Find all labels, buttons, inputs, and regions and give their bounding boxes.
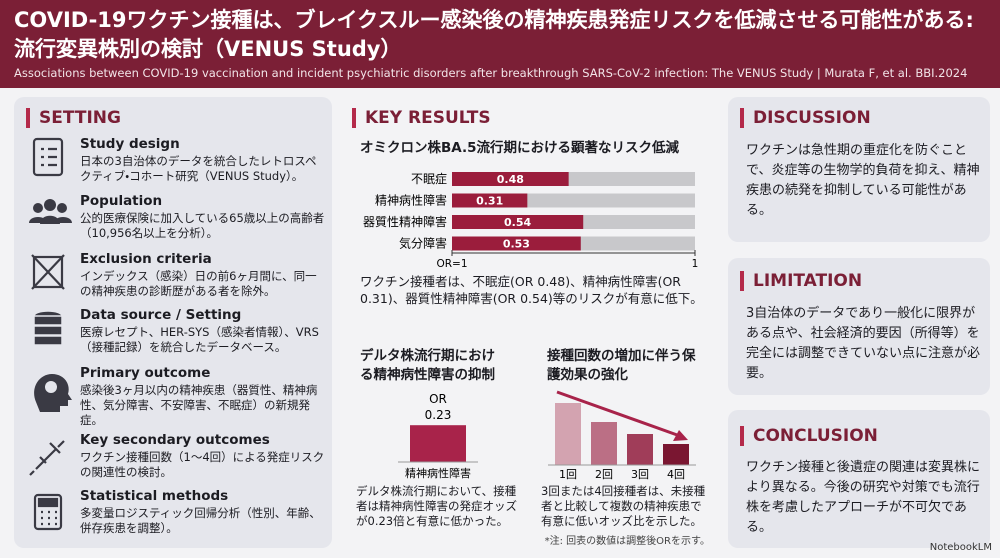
- brand: NotebookLM: [929, 542, 992, 553]
- icon-exclusion: [31, 254, 65, 290]
- category-label: 不眠症: [411, 172, 447, 186]
- chart-caption: デルタ株流行期において、接種者は精神病性障害の発症オッズが0.23倍と有意に低か…: [356, 484, 517, 528]
- title: COVID-19ワクチン接種は、ブレイクスルー感染後の精神疾患発症リスクを低減さ…: [14, 8, 974, 61]
- item-text: インデックス（感染）日の前6ヶ月間に、同一の精神疾患の診断歴がある者を除外。: [80, 269, 317, 298]
- item-title: Population: [80, 193, 163, 209]
- category-label: 器質性精神障害: [363, 214, 447, 229]
- item-title: Statistical methods: [80, 488, 229, 504]
- bar: [452, 215, 584, 229]
- category-label: 4回: [667, 468, 685, 481]
- section-heading: CONCLUSION: [740, 426, 878, 446]
- bar: [452, 236, 581, 251]
- item-title: Exclusion criteria: [80, 251, 212, 267]
- subtitle: Associations between COVID-19 vaccinatio…: [14, 66, 968, 80]
- bar: [627, 434, 653, 465]
- value-prefix: OR: [429, 392, 447, 406]
- chart-caption: ワクチン接種者は、不眠症(OR 0.48)、精神病性障害(OR 0.31)、器質…: [360, 274, 703, 306]
- category-label: 精神病性障害: [405, 466, 471, 480]
- category-label: 気分障害: [399, 236, 447, 251]
- item-text: 公的医療保険に加入している65歳以上の高齢者（10,956名以上を分析）。: [80, 211, 325, 240]
- bar: [452, 193, 528, 208]
- tick-label: 1: [692, 258, 699, 270]
- icon-clipboard: [32, 137, 64, 177]
- item-text: 多変量ロジスティック回帰分析（性別、年齢、併存疾患を調整）。: [80, 506, 321, 535]
- item-title: Key secondary outcomes: [80, 432, 270, 448]
- value-label: 0.23: [425, 408, 452, 422]
- item-text: ワクチン接種回数（1〜4回）による発症リスクの関連性の検討。: [80, 450, 325, 479]
- setting-card: SETTING Study design 日本の3自治体のデータを統合したレトロス…: [14, 97, 332, 548]
- item-text: 日本の3自治体のデータを統合したレトロスペクティブ・コホート研究（VENUS S…: [80, 154, 317, 183]
- footnote: *注: 回表の数値は調整後ORを示す。: [544, 536, 710, 547]
- value-label: 0.54: [504, 216, 531, 229]
- discussion-card: DISCUSSION ワクチンは急性期の重症化を防ぐことで、炎症等の生物学的負荷…: [728, 97, 990, 242]
- tick-label: OR=1: [436, 258, 467, 270]
- section-heading: LIMITATION: [740, 271, 862, 291]
- category-label: 2回: [595, 468, 613, 481]
- chart-title: デルタ株流行期における精神病性障害の抑制: [360, 348, 495, 383]
- trend-arrow-head: [673, 430, 688, 441]
- category-label: 3回: [631, 468, 649, 481]
- value-label: 0.53: [503, 238, 530, 251]
- item-text: 感染後3ヶ月以内の精神疾患（器質性、精神病性、気分障害、不安障害、不眠症）の新規…: [80, 383, 318, 427]
- item-title: Primary outcome: [80, 365, 211, 381]
- limitation-card: LIMITATION 3自治体のデータであり一般化に限界がある点や、社会経済的要…: [728, 258, 990, 395]
- section-heading: SETTING: [26, 108, 121, 128]
- category-label: 1回: [559, 468, 577, 481]
- item-title: Data source / Setting: [80, 307, 242, 323]
- icon-database: [33, 310, 63, 346]
- header: COVID-19ワクチン接種は、ブレイクスルー感染後の精神疾患発症リスクを低減さ…: [0, 0, 1000, 88]
- conclusion-card: CONCLUSION ワクチン接種と後遺症の関連は変異株により異なる。今後の研究…: [728, 410, 990, 548]
- trend-arrow: [556, 390, 681, 438]
- icon-head: [34, 374, 72, 412]
- card-text: ワクチン接種と後遺症の関連は変異株により異なる。今後の研究や対策でも流行株を考慮…: [746, 460, 981, 535]
- item-text: 医療レセプト、HER-SYS（感染者情報）、VRS（接種記録）を統合したデータベ…: [80, 325, 319, 354]
- bar: [410, 425, 466, 462]
- icons: [29, 137, 72, 531]
- bar: [591, 422, 617, 465]
- icon-syringe: [29, 440, 65, 476]
- card-text: ワクチンは急性期の重症化を防ぐことで、炎症等の生物学的負荷を抑え、精神疾患の続発…: [746, 143, 980, 218]
- icon-calculator: [33, 493, 63, 531]
- bar: [663, 444, 689, 465]
- bar: [555, 403, 581, 465]
- value-label: 0.31: [476, 195, 503, 208]
- card-text: 3自治体のデータであり一般化に限界がある点や、社会経済的要因（所得等）を完全には…: [746, 306, 981, 381]
- chart-caption: 3回または4回接種者は、未接種者と比較して複数の精神疾患で有意に低いオッズ比を示…: [541, 484, 706, 528]
- item-title: Study design: [80, 136, 180, 152]
- section-heading: DISCUSSION: [740, 108, 871, 128]
- chart-title: 接種回数の増加に伴う保護効果の強化: [547, 348, 696, 383]
- icon-people: [29, 199, 72, 224]
- value-label: 0.48: [497, 173, 524, 186]
- chart-title: オミクロン株BA.5流行期における顕著なリスク低減: [360, 140, 680, 156]
- category-label: 精神病性障害: [375, 193, 447, 208]
- section-heading: KEY RESULTS: [352, 108, 491, 128]
- bar: [452, 172, 569, 186]
